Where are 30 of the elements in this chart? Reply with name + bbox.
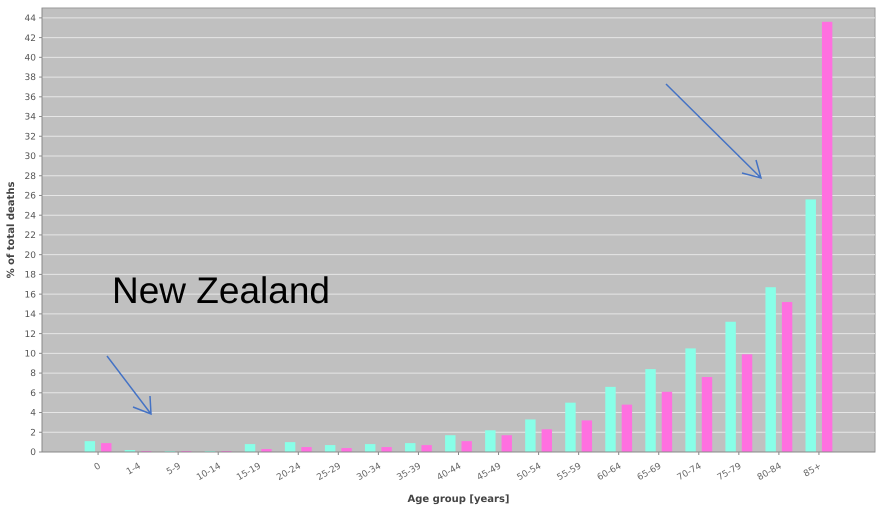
y-tick-label: 2 (30, 428, 36, 438)
y-tick-label: 34 (24, 112, 36, 123)
y-tick-label: 8 (30, 369, 36, 380)
y-tick-label: 0 (30, 448, 36, 458)
y-tick-label: 32 (24, 132, 36, 142)
y-tick-label: 24 (24, 211, 36, 222)
x-tick-label: 0 (92, 461, 103, 473)
y-axis-title: % of total deaths (6, 182, 17, 278)
y-tick-label: 40 (24, 53, 36, 64)
y-tick-label: 28 (24, 172, 36, 182)
y-tick-label: 22 (24, 231, 36, 242)
y-tick-label: 4 (30, 408, 36, 419)
y-tick-label: 10 (24, 349, 36, 360)
y-tick-label: 14 (24, 310, 36, 320)
x-tick-label: 85+ (802, 461, 824, 480)
y-tick-label: 42 (24, 34, 36, 44)
y-tick-label: 18 (24, 270, 36, 281)
y-tick-label: 30 (24, 152, 36, 162)
x-axis-title: Age group [years] (408, 494, 510, 505)
y-tick-label: 44 (24, 14, 36, 24)
y-tick-label: 6 (30, 388, 36, 399)
y-tick-label: 38 (24, 73, 36, 84)
y-tick-label: 16 (24, 290, 36, 300)
y-tick-label: 12 (24, 330, 36, 340)
x-tick-label: 5-9 (165, 461, 184, 478)
x-tick-label: 1-4 (125, 461, 143, 478)
y-tick-label: 36 (24, 92, 36, 103)
annotation: New Zealand (112, 270, 330, 311)
y-tick-label: 26 (24, 192, 36, 202)
y-tick-label: 20 (24, 250, 36, 261)
